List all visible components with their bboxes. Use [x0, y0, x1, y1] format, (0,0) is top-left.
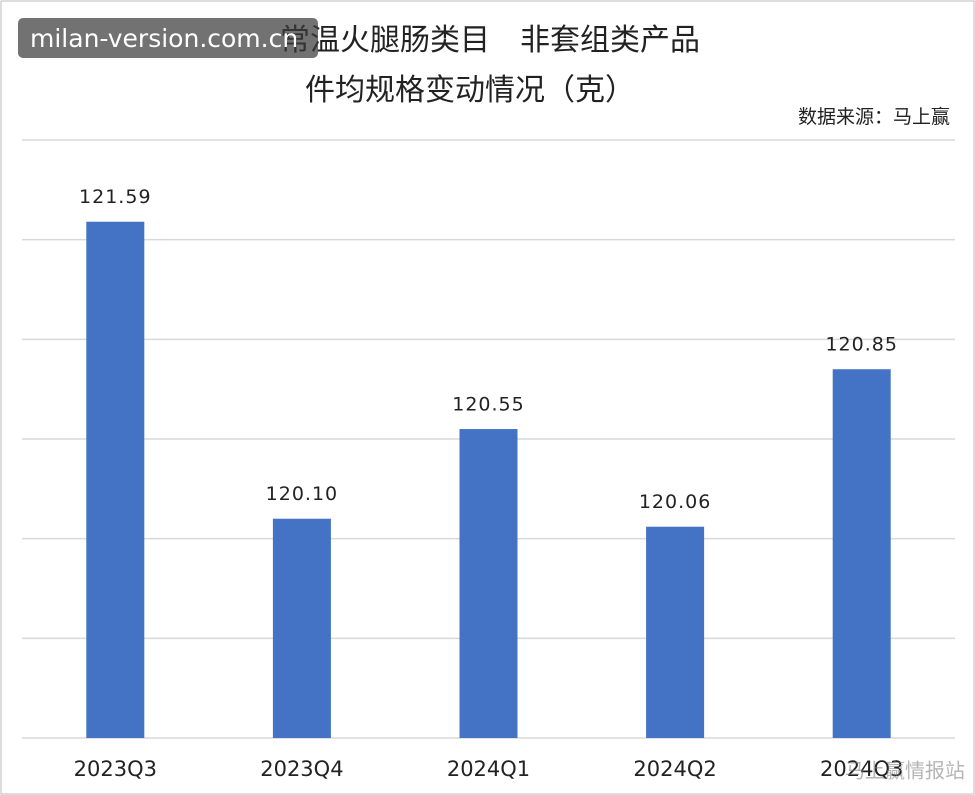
x-tick-label: 2024Q1: [447, 757, 530, 781]
bar: [646, 526, 705, 738]
value-label: 120.55: [452, 394, 524, 416]
value-label: 120.10: [266, 483, 338, 505]
value-label: 120.85: [825, 334, 897, 356]
watermark-bg: [18, 18, 318, 58]
bar: [86, 221, 145, 738]
bar: [459, 429, 518, 738]
chart-subtitle: 件均规格变动情况（克）: [305, 73, 635, 108]
chart-title: 常温火腿肠类目 非套组类产品: [280, 23, 700, 58]
bar: [272, 518, 331, 738]
x-tick-label: 2024Q2: [633, 757, 716, 781]
x-tick-label: 2023Q3: [74, 757, 157, 781]
bar: [832, 369, 891, 738]
source: 数据来源：马上赢: [798, 106, 950, 128]
x-tick-label: 2024Q3: [820, 757, 903, 781]
x-tick-label: 2023Q4: [260, 757, 343, 781]
plot: 2023Q3 121.59 2023Q4 120.10 2024Q1 120.55 2024…: [22, 139, 955, 781]
watermark: milan-version.com.cn: [30, 24, 298, 53]
value-label: 121.59: [79, 186, 151, 208]
value-label: 120.06: [639, 491, 711, 513]
watermark: 马上赢情报站: [845, 759, 965, 783]
